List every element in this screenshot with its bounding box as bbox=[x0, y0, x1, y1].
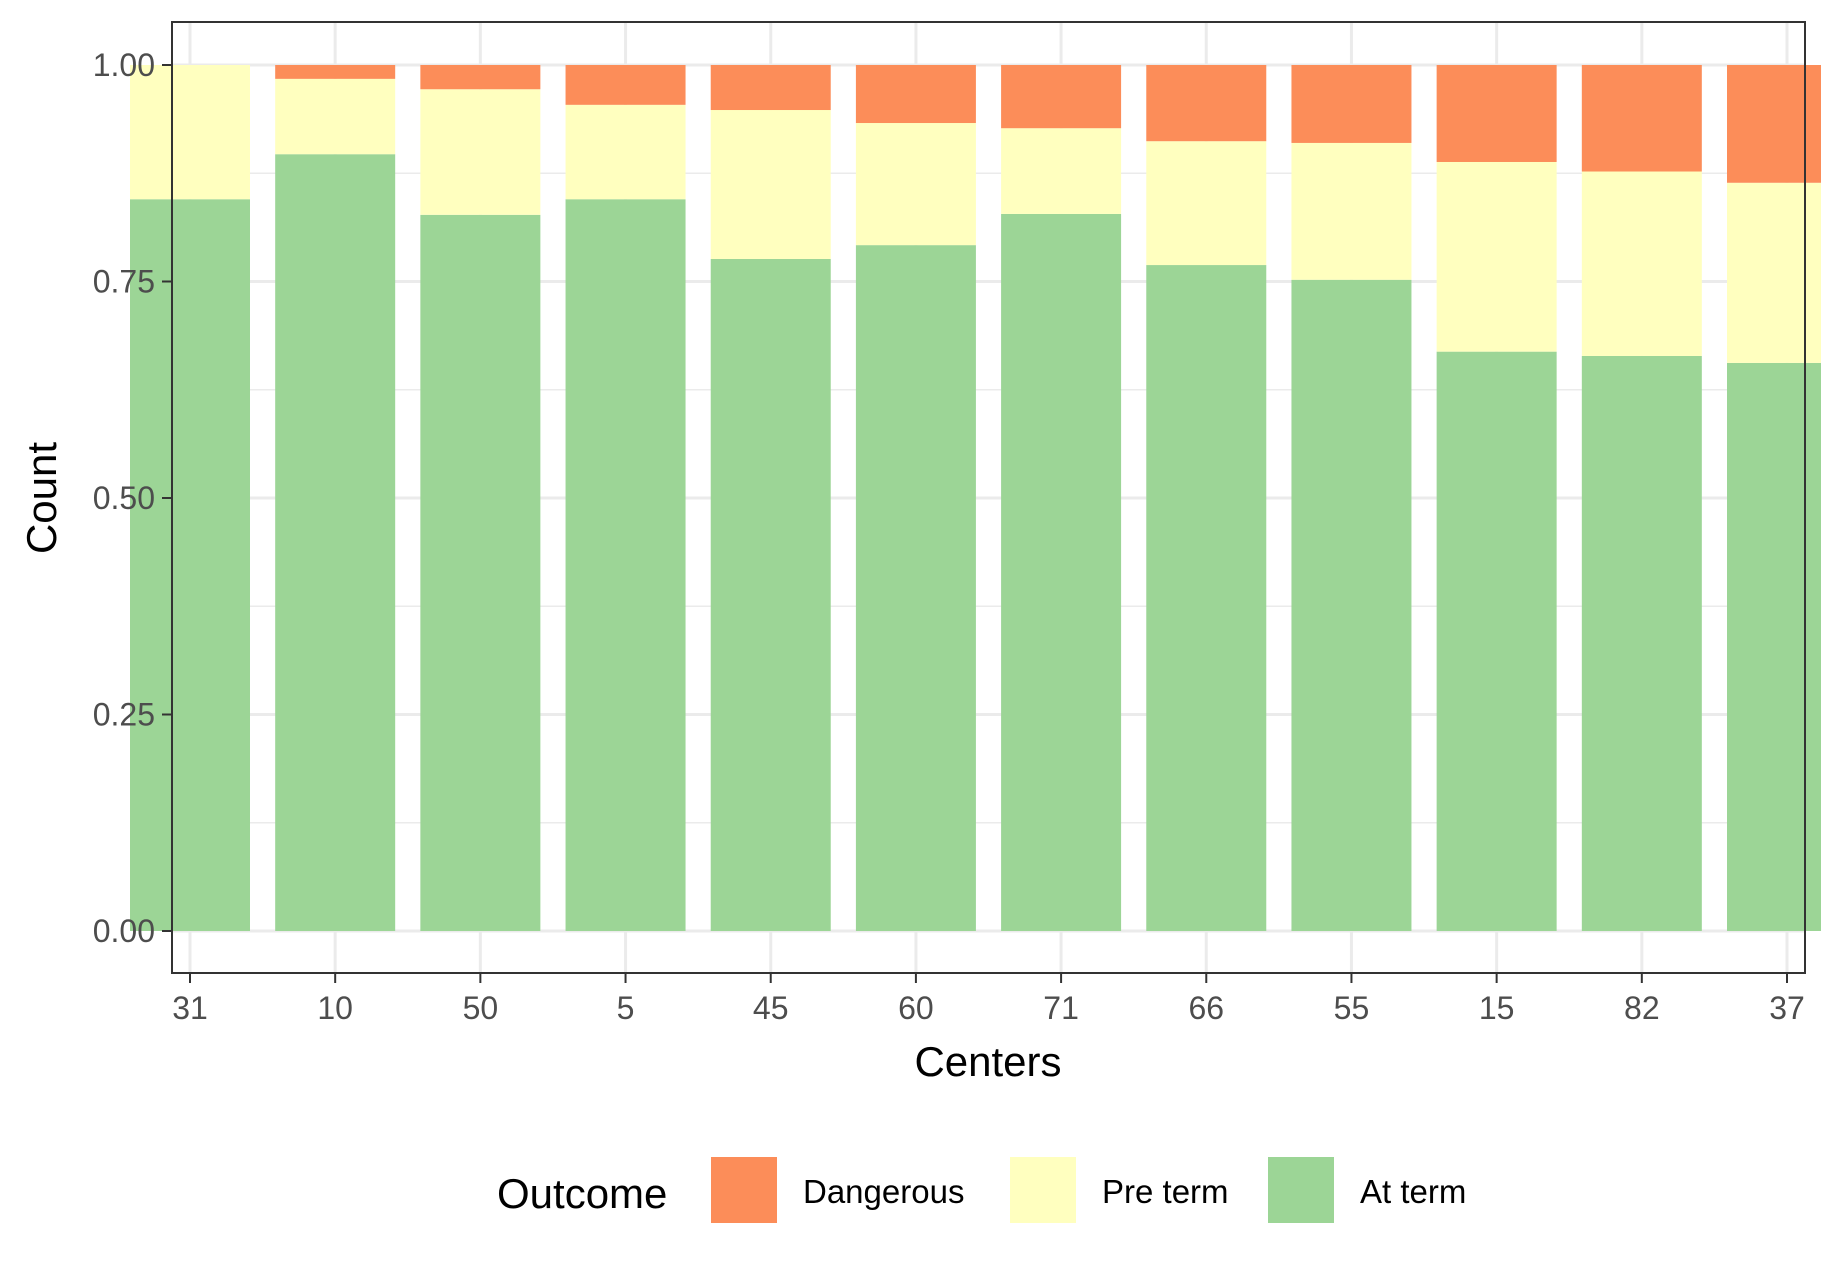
y-tick-label: 0.75 bbox=[93, 264, 155, 300]
bar-pre-term-66 bbox=[1146, 141, 1267, 266]
x-axis: 31 10 50 5 45 60 71 66 55 15 82 37 bbox=[172, 973, 1805, 1026]
bar-pre-term-31 bbox=[130, 65, 250, 200]
bar-at-term-37 bbox=[1727, 362, 1821, 931]
legend-label-dangerous: Dangerous bbox=[803, 1173, 964, 1210]
bar-dangerous-15 bbox=[1436, 65, 1557, 162]
bar-pre-term-37 bbox=[1727, 182, 1821, 363]
bar-dangerous-55 bbox=[1291, 65, 1412, 143]
x-tick-label: 37 bbox=[1769, 990, 1805, 1026]
x-tick-label: 66 bbox=[1188, 990, 1224, 1026]
bar-pre-term-71 bbox=[1001, 128, 1122, 214]
bar-at-term-5 bbox=[565, 199, 686, 932]
bar-at-term-60 bbox=[855, 245, 976, 932]
bar-pre-term-55 bbox=[1291, 142, 1412, 280]
bar-pre-term-10 bbox=[275, 78, 396, 155]
x-tick-label: 50 bbox=[463, 990, 499, 1026]
y-tick-label: 0.25 bbox=[93, 697, 155, 733]
x-tick-label: 71 bbox=[1043, 990, 1079, 1026]
bar-at-term-82 bbox=[1581, 355, 1702, 931]
bar-at-term-50 bbox=[420, 214, 541, 931]
x-tick-label: 45 bbox=[753, 990, 789, 1026]
bar-at-term-31 bbox=[130, 199, 250, 932]
bar-at-term-71 bbox=[1001, 213, 1122, 931]
x-axis-title: Centers bbox=[914, 1038, 1061, 1085]
legend: Outcome Dangerous Pre term At term bbox=[497, 1157, 1466, 1223]
bar-dangerous-66 bbox=[1146, 65, 1267, 142]
x-tick-label: 31 bbox=[172, 990, 208, 1026]
x-tick-label: 5 bbox=[617, 990, 635, 1026]
x-tick-label: 10 bbox=[317, 990, 353, 1026]
bar-dangerous-60 bbox=[855, 65, 976, 124]
bar-at-term-45 bbox=[710, 258, 831, 931]
bar-dangerous-37 bbox=[1727, 65, 1821, 183]
y-tick-label: 0.50 bbox=[93, 480, 155, 516]
y-axis-title: Count bbox=[18, 442, 65, 554]
bar-at-term-15 bbox=[1436, 351, 1557, 931]
bar-at-term-55 bbox=[1291, 279, 1412, 931]
bar-dangerous-45 bbox=[710, 65, 831, 111]
bar-dangerous-82 bbox=[1581, 65, 1702, 172]
bar-dangerous-10 bbox=[275, 65, 396, 79]
legend-key-pre-term bbox=[1010, 1157, 1076, 1223]
x-tick-label: 82 bbox=[1624, 990, 1660, 1026]
bar-dangerous-50 bbox=[420, 65, 541, 90]
bar-dangerous-71 bbox=[1001, 65, 1122, 129]
y-axis: 0.00 0.25 0.50 0.75 1.00 bbox=[93, 47, 172, 949]
bar-pre-term-5 bbox=[565, 104, 686, 200]
legend-label-at-term: At term bbox=[1360, 1173, 1466, 1210]
bar-pre-term-50 bbox=[420, 89, 541, 215]
bar-pre-term-60 bbox=[855, 123, 976, 246]
x-tick-label: 15 bbox=[1479, 990, 1515, 1026]
bar-dangerous-5 bbox=[565, 65, 686, 105]
legend-title: Outcome bbox=[497, 1170, 667, 1217]
legend-key-dangerous bbox=[711, 1157, 777, 1223]
bar-pre-term-45 bbox=[710, 110, 831, 259]
x-tick-label: 55 bbox=[1334, 990, 1370, 1026]
y-tick-label: 1.00 bbox=[93, 47, 155, 83]
bar-at-term-66 bbox=[1146, 265, 1267, 931]
bars bbox=[130, 65, 1821, 932]
bar-at-term-10 bbox=[275, 154, 396, 931]
legend-key-at-term bbox=[1268, 1157, 1334, 1223]
legend-label-pre-term: Pre term bbox=[1102, 1173, 1229, 1210]
x-tick-label: 60 bbox=[898, 990, 934, 1026]
bar-pre-term-82 bbox=[1581, 171, 1702, 356]
bar-pre-term-15 bbox=[1436, 161, 1557, 352]
y-tick-label: 0.00 bbox=[93, 913, 155, 949]
